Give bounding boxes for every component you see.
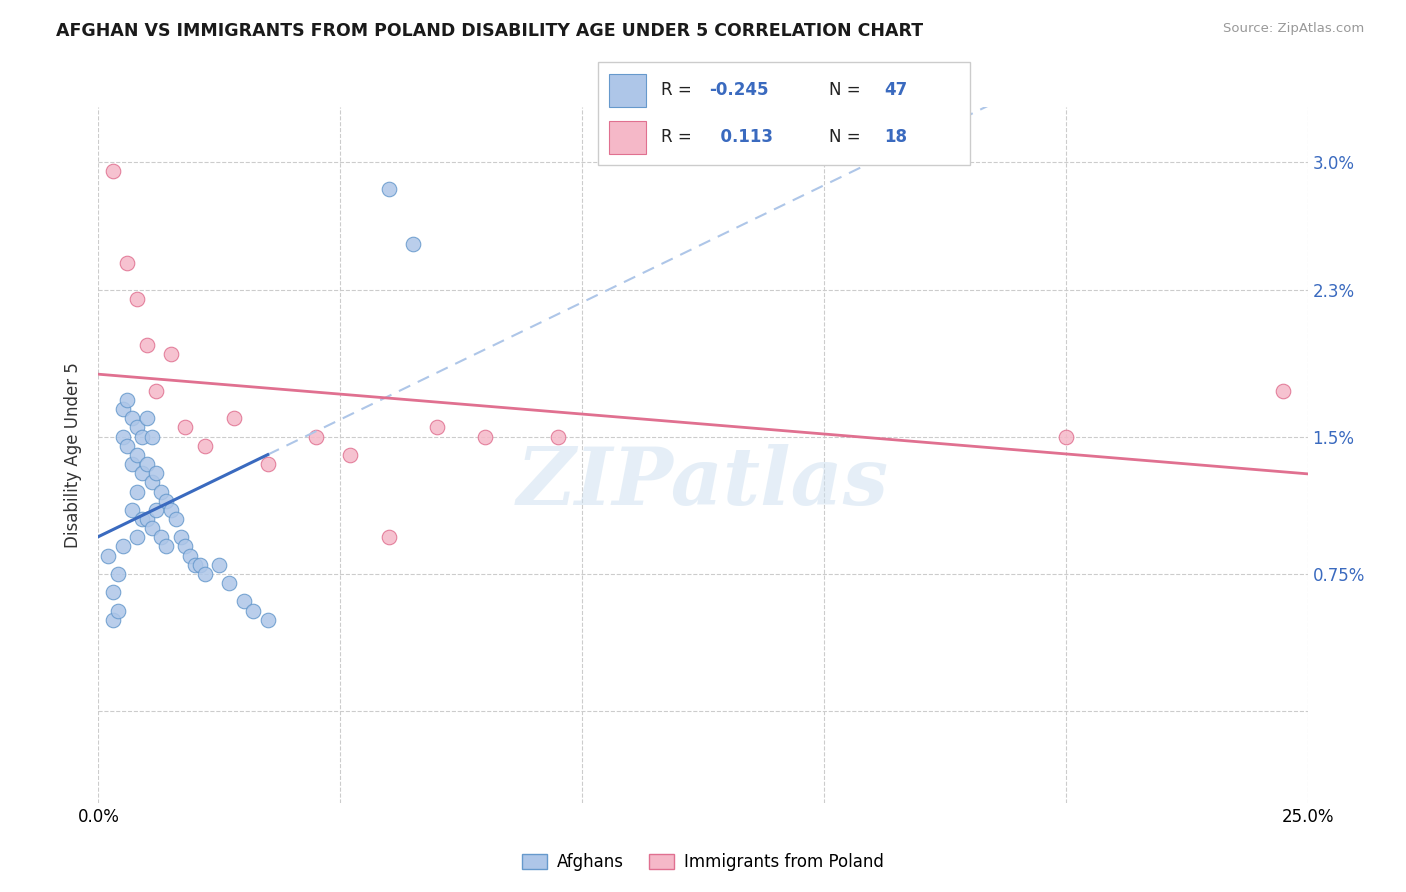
Point — [131, 429, 153, 443]
Point — [339, 448, 361, 462]
Point — [188, 558, 211, 572]
Point — [150, 484, 173, 499]
Point — [127, 293, 149, 307]
Point — [165, 512, 187, 526]
Point — [402, 237, 425, 252]
Point — [155, 540, 177, 554]
Point — [141, 475, 163, 490]
Point — [121, 503, 143, 517]
Point — [101, 164, 124, 178]
Point — [127, 484, 149, 499]
Point — [474, 429, 496, 443]
Legend: Afghans, Immigrants from Poland: Afghans, Immigrants from Poland — [516, 847, 890, 878]
Point — [194, 439, 217, 453]
Text: 47: 47 — [884, 81, 908, 99]
Point — [145, 384, 167, 398]
Point — [1054, 429, 1077, 443]
Point — [127, 420, 149, 434]
Text: Source: ZipAtlas.com: Source: ZipAtlas.com — [1223, 22, 1364, 36]
Point — [101, 585, 124, 599]
Point — [160, 347, 183, 361]
Point — [222, 411, 245, 425]
Point — [305, 429, 328, 443]
Point — [377, 182, 399, 196]
Point — [218, 576, 240, 591]
Point — [127, 530, 149, 544]
Y-axis label: Disability Age Under 5: Disability Age Under 5 — [65, 362, 83, 548]
Text: N =: N = — [828, 81, 866, 99]
FancyBboxPatch shape — [609, 74, 645, 106]
Point — [135, 457, 157, 471]
Text: 0.113: 0.113 — [709, 128, 773, 146]
Point — [242, 603, 264, 617]
Point — [131, 467, 153, 481]
Point — [117, 255, 139, 269]
Point — [184, 558, 207, 572]
Point — [111, 540, 134, 554]
Point — [135, 338, 157, 352]
Text: 18: 18 — [884, 128, 907, 146]
Point — [1272, 384, 1295, 398]
Point — [155, 493, 177, 508]
Point — [135, 512, 157, 526]
Point — [117, 392, 139, 407]
Point — [256, 613, 278, 627]
Point — [150, 530, 173, 544]
Point — [107, 566, 129, 581]
Text: ZIPatlas: ZIPatlas — [517, 444, 889, 522]
Point — [97, 549, 120, 563]
Point — [377, 530, 399, 544]
Point — [232, 594, 254, 608]
Point — [426, 420, 449, 434]
Point — [174, 540, 197, 554]
Text: AFGHAN VS IMMIGRANTS FROM POLAND DISABILITY AGE UNDER 5 CORRELATION CHART: AFGHAN VS IMMIGRANTS FROM POLAND DISABIL… — [56, 22, 924, 40]
Point — [145, 467, 167, 481]
Point — [547, 429, 569, 443]
Text: -0.245: -0.245 — [709, 81, 769, 99]
FancyBboxPatch shape — [609, 121, 645, 153]
Point — [101, 613, 124, 627]
Point — [117, 439, 139, 453]
Text: R =: R = — [661, 128, 697, 146]
Point — [107, 603, 129, 617]
Point — [160, 503, 183, 517]
Point — [141, 521, 163, 535]
Point — [111, 429, 134, 443]
Point — [194, 566, 217, 581]
Point — [179, 549, 201, 563]
Point — [208, 558, 231, 572]
Point — [127, 448, 149, 462]
Point — [174, 420, 197, 434]
Point — [141, 429, 163, 443]
Point — [121, 411, 143, 425]
Text: R =: R = — [661, 81, 697, 99]
Point — [256, 457, 278, 471]
FancyBboxPatch shape — [598, 62, 970, 165]
Text: N =: N = — [828, 128, 866, 146]
Point — [145, 503, 167, 517]
Point — [131, 512, 153, 526]
Point — [121, 457, 143, 471]
Point — [169, 530, 191, 544]
Point — [111, 402, 134, 417]
Point — [135, 411, 157, 425]
